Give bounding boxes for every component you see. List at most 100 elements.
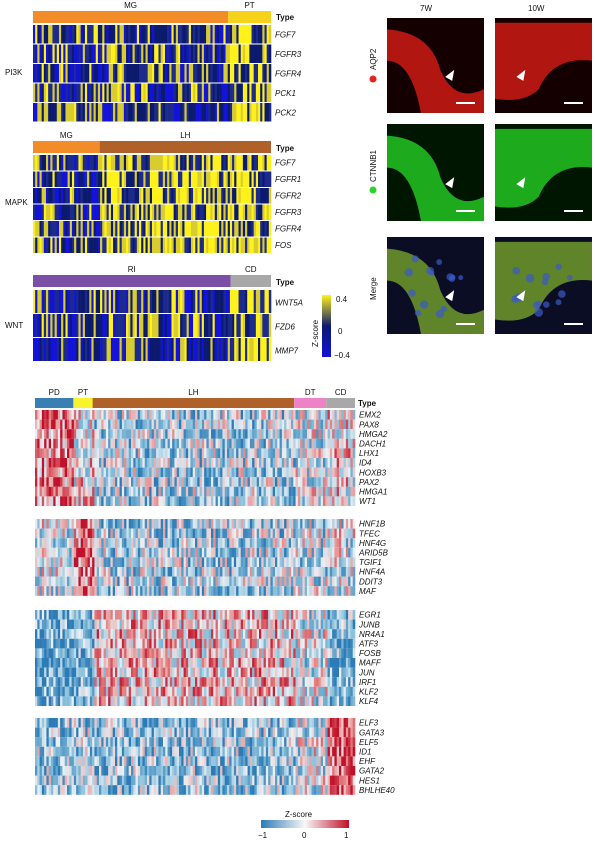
heat-cell (224, 619, 228, 630)
heat-cell (311, 477, 315, 487)
heat-cell (243, 528, 246, 539)
heat-cell (95, 44, 99, 63)
heat-cell (222, 438, 226, 449)
heat-cell (58, 188, 62, 204)
heat-cell (240, 155, 244, 171)
heat-cell (95, 314, 99, 337)
heat-cell (131, 538, 134, 548)
heat-cell (156, 629, 159, 639)
heat-cell (265, 648, 269, 658)
heat-cell (268, 429, 271, 439)
heat-cell (158, 188, 161, 204)
heat-cell (121, 103, 125, 122)
heat-cell (67, 610, 70, 620)
heat-cell (309, 567, 312, 577)
heat-cell (254, 458, 258, 468)
heat-cell (143, 290, 146, 313)
heat-cell (270, 486, 274, 497)
heat-cell (173, 103, 177, 122)
heat-cell (350, 477, 354, 487)
heat-cell (41, 567, 45, 577)
heat-cell (211, 629, 214, 639)
heat-cell (238, 438, 242, 449)
heat-cell (227, 429, 230, 439)
heat-cell (171, 44, 174, 63)
pi3k-type-bar: MG PT (33, 1, 271, 23)
heat-cell (132, 83, 135, 102)
heat-cell (108, 64, 112, 83)
heat-cell (256, 486, 260, 497)
heat-cell (254, 538, 258, 548)
heat-cell (208, 629, 212, 639)
heat-cell (263, 538, 267, 548)
heat-cell (110, 477, 114, 487)
heat-cell (89, 188, 92, 204)
heat-cell (56, 103, 60, 122)
heat-cell (309, 538, 312, 548)
heat-cell (80, 610, 84, 620)
heat-cell (320, 619, 324, 630)
heat-cell (169, 237, 172, 253)
heat-cell (266, 171, 270, 187)
heat-cell (112, 547, 116, 558)
heat-cell (137, 486, 141, 497)
heat-cell (275, 538, 278, 548)
heat-cell (255, 237, 259, 253)
heat-cell (141, 25, 144, 44)
heat-cell (35, 25, 38, 44)
heat-cell (152, 64, 155, 83)
heat-cell (63, 171, 66, 187)
heat-cell (325, 610, 328, 620)
heat-cell (153, 410, 157, 420)
heat-cell (33, 155, 36, 171)
heat-cell (62, 519, 66, 529)
heat-cell (327, 638, 331, 649)
heat-cell (288, 410, 292, 420)
heat-cell (254, 496, 258, 506)
heat-cell (232, 237, 235, 253)
heat-cell (35, 477, 38, 487)
heat-cell (201, 103, 205, 122)
heat-cell (229, 237, 233, 253)
heat-cell (33, 171, 36, 187)
heat-cell (259, 448, 262, 458)
heat-cell (264, 171, 267, 187)
heat-cell (128, 237, 131, 253)
heat-cell (297, 486, 301, 497)
heat-cell (263, 576, 267, 587)
heat-cell (173, 171, 177, 187)
heat-cell (251, 103, 254, 122)
heat-cell (275, 419, 278, 430)
heat-cell (225, 155, 229, 171)
heat-cell (195, 64, 198, 83)
heat-cell (288, 648, 292, 658)
heat-cell (238, 658, 242, 668)
heat-cell (204, 619, 207, 630)
heat-cell (212, 103, 216, 122)
heat-cell (97, 25, 101, 44)
heat-cell (210, 155, 213, 171)
heat-cell (158, 25, 161, 44)
heat-cell (115, 410, 118, 420)
heat-cell (128, 610, 132, 620)
heat-cell (232, 25, 235, 44)
heat-cell (213, 438, 216, 449)
heat-cell (318, 496, 322, 506)
heat-cell (133, 458, 136, 468)
heat-cell (201, 528, 205, 539)
heat-cell (348, 538, 351, 548)
heat-cell (316, 538, 319, 548)
heat-cell (229, 458, 232, 468)
heat-cell (174, 419, 178, 430)
heat-cell (256, 477, 260, 487)
heat-cell (204, 648, 207, 658)
heat-cell (48, 188, 51, 204)
heat-cell (175, 314, 179, 337)
heat-cell (55, 448, 59, 458)
heat-cell (71, 528, 75, 539)
heat-cell (179, 658, 182, 668)
heat-cell (231, 519, 235, 529)
heat-cell (80, 619, 84, 630)
heat-cell (151, 477, 155, 487)
heat-cell (243, 419, 246, 430)
